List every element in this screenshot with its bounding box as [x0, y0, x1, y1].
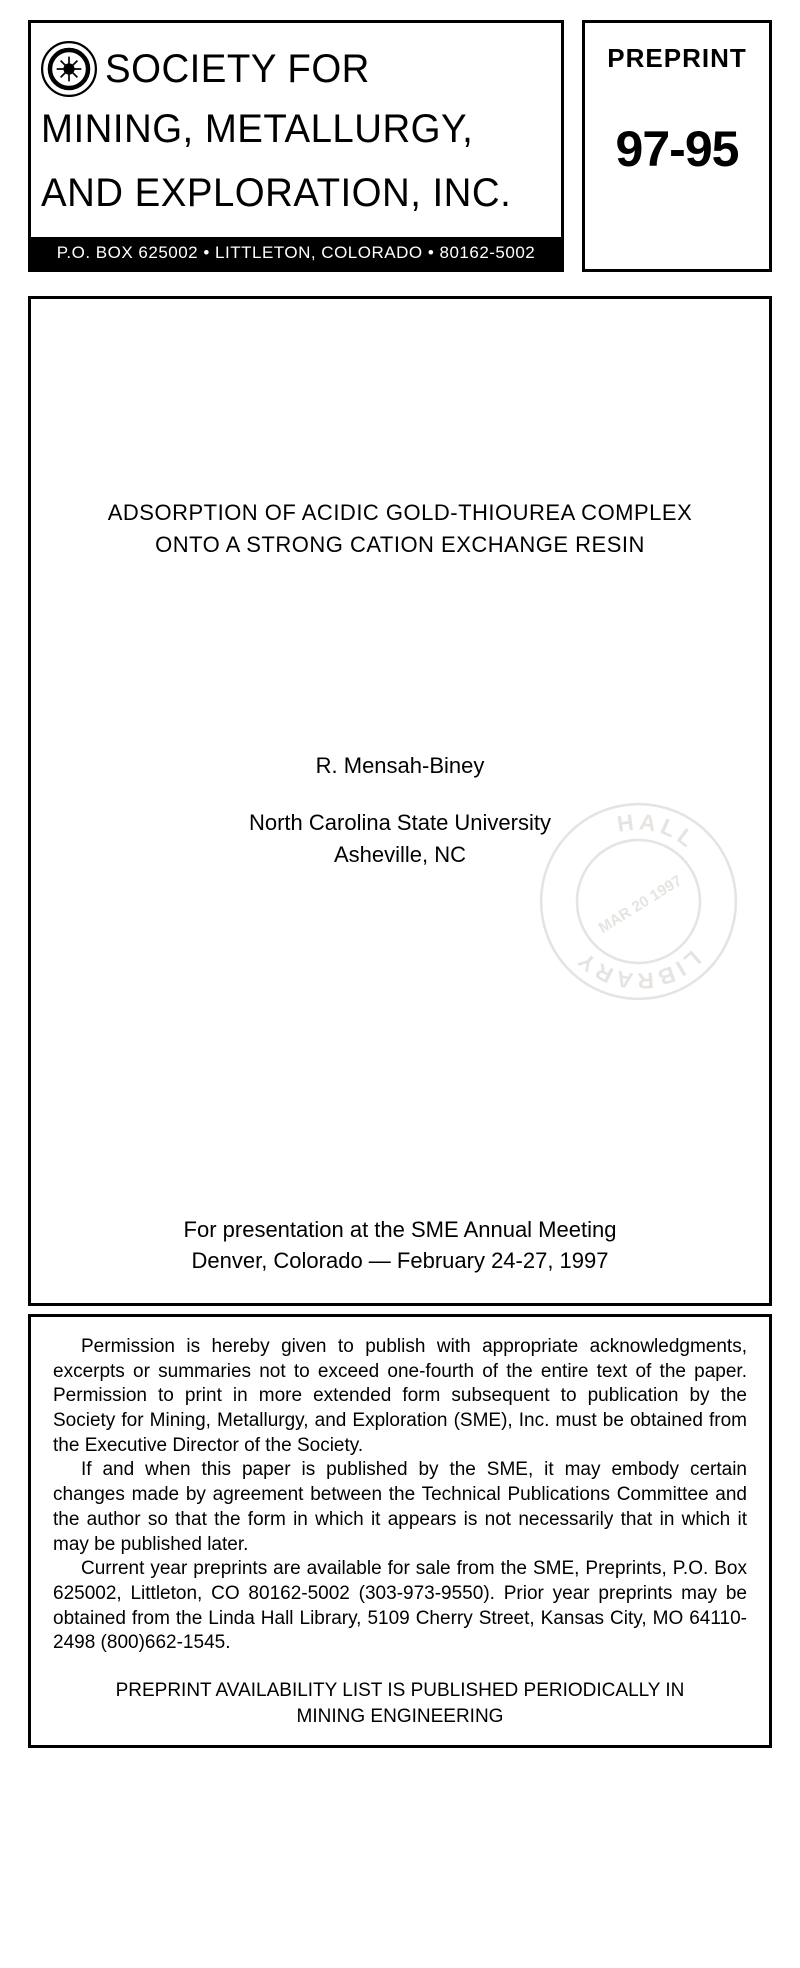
presentation-line-1: For presentation at the SME Annual Meeti…	[31, 1215, 769, 1246]
stamp-top-text: HALL	[616, 809, 702, 854]
stamp-date-text: MAR 20 1997	[596, 872, 685, 937]
title-box: ADSORPTION OF ACIDIC GOLD-THIOUREA COMPL…	[28, 296, 772, 1306]
address-bar: P.O. BOX 625002 • LITTLETON, COLORADO • …	[31, 237, 561, 269]
preprint-box: PREPRINT 97-95	[582, 20, 772, 272]
paper-title: ADSORPTION OF ACIDIC GOLD-THIOUREA COMPL…	[31, 497, 769, 561]
title-line-2: ONTO A STRONG CATION EXCHANGE RESIN	[71, 529, 729, 561]
permission-box: Permission is hereby given to publish wi…	[28, 1314, 772, 1748]
organization-box: SOCIETY FOR MINING, METALLURGY, AND EXPL…	[28, 20, 564, 272]
permission-para-2: If and when this paper is published by t…	[53, 1458, 747, 1557]
preprint-label: PREPRINT	[607, 43, 746, 74]
sme-logo-icon	[41, 41, 97, 97]
svg-text:HALL: HALL	[616, 809, 702, 854]
paper-author: R. Mensah-Biney	[31, 753, 769, 779]
title-line-1: ADSORPTION OF ACIDIC GOLD-THIOUREA COMPL…	[71, 497, 729, 529]
availability-line-2: MINING ENGINEERING	[53, 1704, 747, 1730]
org-text-line2: MINING, METALLURGY,	[41, 97, 531, 161]
permission-para-3: Current year preprints are available for…	[53, 1557, 747, 1656]
org-text-line1: SOCIETY FOR	[105, 48, 370, 90]
permission-para-1: Permission is hereby given to publish wi…	[53, 1335, 747, 1458]
presentation-line-2: Denver, Colorado — February 24-27, 1997	[31, 1246, 769, 1277]
organization-line-1: SOCIETY FOR	[41, 41, 551, 97]
org-text-line3: AND EXPLORATION, INC.	[41, 161, 531, 225]
presentation-info: For presentation at the SME Annual Meeti…	[31, 1215, 769, 1277]
organization-name: SOCIETY FOR MINING, METALLURGY, AND EXPL…	[31, 23, 561, 237]
preprint-number: 97-95	[616, 120, 739, 178]
library-stamp-icon: HALL LIBRARY MAR 20 1997	[536, 799, 741, 1004]
availability-line-1: PREPRINT AVAILABILITY LIST IS PUBLISHED …	[53, 1678, 747, 1704]
availability-notice: PREPRINT AVAILABILITY LIST IS PUBLISHED …	[53, 1678, 747, 1729]
header-row: SOCIETY FOR MINING, METALLURGY, AND EXPL…	[28, 20, 772, 272]
